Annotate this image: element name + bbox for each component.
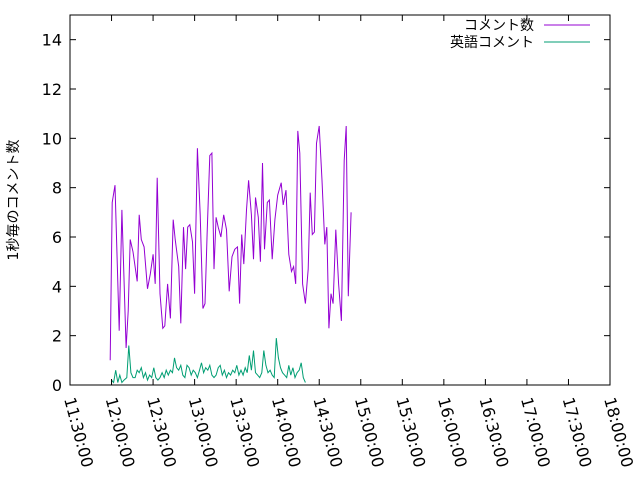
x-tick-label: 15:00:00 bbox=[351, 395, 388, 469]
x-tick-label: 14:30:00 bbox=[309, 395, 346, 469]
x-tick-label: 17:30:00 bbox=[559, 395, 596, 469]
x-tick-label: 12:00:00 bbox=[102, 395, 139, 469]
y-tick-label: 14 bbox=[42, 31, 62, 50]
y-axis: 0 2 4 6 8 10 12 14 bbox=[42, 31, 610, 395]
y-tick-label: 8 bbox=[52, 179, 62, 198]
plot-frame bbox=[69, 14, 611, 386]
y-tick-label: 4 bbox=[52, 277, 62, 296]
y-tick-label: 2 bbox=[52, 327, 62, 346]
x-tick-label: 11:30:00 bbox=[60, 395, 97, 469]
x-tick-label: 15:30:00 bbox=[392, 395, 429, 469]
series-line-0 bbox=[109, 125, 352, 361]
x-tick-label: 13:30:00 bbox=[226, 395, 263, 469]
legend-label: コメント数 bbox=[464, 18, 534, 34]
x-tick-label: 16:00:00 bbox=[434, 395, 471, 469]
x-tick-label: 13:00:00 bbox=[185, 395, 222, 469]
legend-label: 英語コメント bbox=[450, 34, 534, 51]
series-line-1 bbox=[111, 338, 306, 384]
y-tick-label: 12 bbox=[42, 80, 62, 99]
x-tick-label: 14:00:00 bbox=[268, 395, 305, 469]
x-tick-label: 17:00:00 bbox=[517, 395, 554, 469]
y-tick-label: 6 bbox=[52, 228, 62, 247]
x-tick-label: 16:30:00 bbox=[476, 395, 513, 469]
plot-lines bbox=[109, 125, 352, 384]
y-tick-label: 10 bbox=[42, 129, 62, 148]
y-axis-label: 1秒毎のコメント数 bbox=[6, 140, 22, 261]
x-tick-label: 18:00:00 bbox=[600, 395, 637, 469]
x-tick-label: 12:30:00 bbox=[143, 395, 180, 469]
x-axis: 11:30:00 12:00:00 12:30:00 13:00:00 13:30:00… bbox=[60, 15, 637, 469]
y-tick-label: 0 bbox=[52, 376, 62, 395]
